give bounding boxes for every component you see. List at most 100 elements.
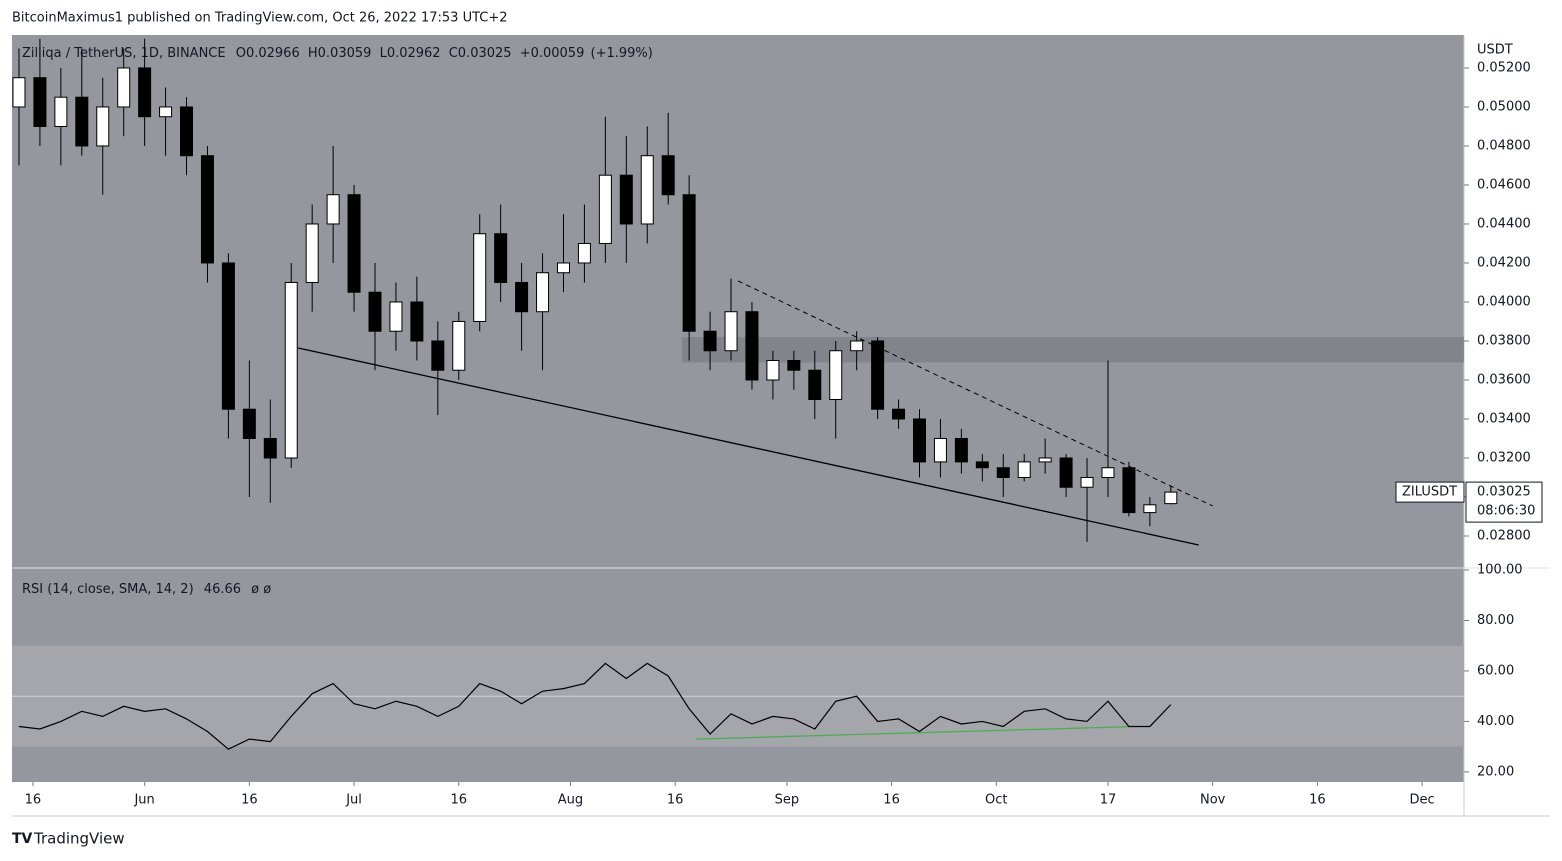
candle-body — [556, 262, 570, 274]
candle-body — [871, 340, 885, 410]
x-tick-label: 16 — [883, 793, 900, 808]
candle-body — [1017, 461, 1031, 478]
candle-body — [473, 233, 487, 322]
price-legend: Zilliqa / TetherUS, 1D, BINANCE O0.02966… — [22, 46, 653, 61]
countdown: 08:06:30 — [1477, 504, 1535, 519]
candle-body — [682, 194, 696, 332]
candle-body — [1164, 491, 1178, 505]
candle-body — [640, 155, 654, 225]
brand-logo: TV — [12, 831, 33, 847]
symbol-label: ZILUSDT — [1402, 485, 1457, 500]
candle-body — [159, 106, 173, 118]
last-price: 0.03025 — [1477, 485, 1531, 500]
legend-open: 0.02966 — [246, 46, 300, 61]
candle-body — [536, 272, 550, 313]
y-tick-label: 0.04800 — [1477, 138, 1531, 153]
candle-body — [661, 155, 675, 196]
x-tick-label: 16 — [241, 793, 258, 808]
y-tick-label: 0.03800 — [1477, 333, 1531, 348]
x-tick-label: 16 — [1309, 793, 1326, 808]
candle-body — [452, 320, 466, 371]
candle-body — [96, 106, 110, 147]
candle-body — [54, 96, 68, 127]
y-tick-label: 0.03200 — [1477, 450, 1531, 465]
candle-body — [829, 350, 843, 400]
rsi-trendline — [696, 725, 1136, 740]
candle-body — [766, 359, 780, 381]
x-tick-label: Oct — [985, 793, 1007, 808]
candle-body — [263, 437, 277, 459]
candle-body — [515, 281, 529, 313]
y-tick-label: 0.04400 — [1477, 216, 1531, 231]
candle-body — [326, 194, 340, 225]
y-tick-label: 100.00 — [1477, 563, 1523, 578]
x-tick-label: Sep — [775, 793, 800, 808]
candle-body — [975, 461, 989, 469]
resistance-zone — [682, 337, 1464, 363]
y-tick-label: 0.04000 — [1477, 294, 1531, 309]
candle-body — [933, 437, 947, 463]
legend-change-pct: (+1.99%) — [591, 46, 653, 61]
candle-body — [389, 301, 403, 332]
candle-body — [954, 437, 968, 463]
legend-close: 0.03025 — [458, 46, 512, 61]
y-tick-label: 0.05200 — [1477, 60, 1531, 75]
candle-body — [410, 301, 424, 342]
candle-body — [1143, 504, 1157, 514]
price-box — [1465, 481, 1543, 523]
rsi-value: 46.66 — [204, 582, 241, 597]
legend-high: 0.03059 — [318, 46, 372, 61]
y-tick-label: 20.00 — [1477, 764, 1514, 779]
candle-body — [703, 330, 717, 352]
candle-body — [598, 174, 612, 244]
candle-body — [892, 408, 906, 420]
legend-change: +0.00059 — [520, 46, 585, 61]
y-tick-label: 0.03400 — [1477, 411, 1531, 426]
legend-low: 0.02962 — [387, 46, 441, 61]
y-tick-label: 0.02800 — [1477, 528, 1531, 543]
candle-body — [996, 467, 1010, 478]
legend-key: O — [236, 46, 246, 61]
legend-key: C — [449, 46, 458, 61]
candle-body — [745, 311, 759, 381]
candle-body — [242, 408, 256, 439]
rsi-title: RSI (14, close, SMA, 14, 2) — [22, 582, 194, 597]
candle-body — [117, 67, 131, 108]
legend-key: H — [308, 46, 318, 61]
y-tick-label: 80.00 — [1477, 613, 1514, 628]
candle-body — [180, 106, 194, 157]
y-tick-label: 0.04200 — [1477, 255, 1531, 270]
x-tick-label: 17 — [1100, 793, 1117, 808]
candle-body — [724, 311, 738, 352]
candle-body — [1080, 476, 1094, 488]
candle-body — [431, 340, 445, 371]
candle-body — [33, 77, 47, 127]
x-tick-label: Jun — [133, 793, 154, 808]
y-tick-label: 0.03600 — [1477, 372, 1531, 387]
candle-body — [1059, 457, 1073, 488]
candle-body — [619, 174, 633, 225]
trendline — [298, 347, 1199, 546]
candle-body — [75, 96, 89, 147]
candle-body — [284, 281, 298, 459]
x-tick-label: Jul — [345, 793, 362, 808]
price-pane — [12, 38, 1464, 546]
candle-body — [577, 242, 591, 264]
x-tick-label: 16 — [450, 793, 467, 808]
x-tick-label: 16 — [667, 793, 684, 808]
y-tick-label: 0.05000 — [1477, 99, 1531, 114]
candle-body — [138, 67, 152, 118]
candle-body — [913, 418, 926, 463]
trendline — [737, 280, 1213, 507]
candle-body — [494, 233, 508, 283]
y-tick-label: 40.00 — [1477, 714, 1514, 729]
candle-body — [787, 359, 801, 371]
candle-body — [1038, 457, 1052, 463]
rsi-legend: RSI (14, close, SMA, 14, 2) 46.66 ø ø — [22, 582, 271, 597]
y-tick-label: 0.04600 — [1477, 177, 1531, 192]
rsi-line — [18, 662, 1172, 750]
legend-key: L — [380, 46, 388, 61]
x-tick-label: Aug — [558, 793, 583, 808]
axis-unit: USDT — [1477, 43, 1513, 58]
